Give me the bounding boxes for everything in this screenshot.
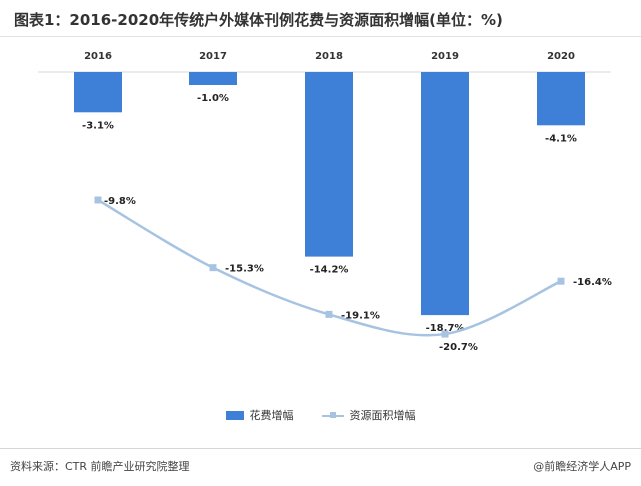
bar-label-2020: -4.1% — [545, 133, 577, 144]
line-point-2016 — [94, 196, 102, 204]
bar-2017 — [189, 72, 237, 85]
line-point-2018 — [325, 310, 333, 318]
chart-legend: 花费增幅 资源面积增幅 — [0, 407, 641, 423]
bar-label-2016: -3.1% — [82, 120, 114, 131]
bar-label-2019: -18.7% — [426, 323, 465, 334]
legend-swatch-line — [321, 411, 344, 420]
bar-2016 — [74, 72, 122, 113]
line-label-2017: -15.3% — [225, 264, 264, 275]
line-label-2019: -20.7% — [439, 342, 478, 353]
legend-item-bar: 花费增幅 — [225, 407, 294, 423]
brand-credit: @前瞻经济学人APP — [533, 460, 631, 473]
footer-divider — [0, 448, 641, 449]
category-label-2017: 2017 — [199, 51, 227, 62]
legend-swatch-bar — [225, 410, 244, 420]
line-label-2020: -16.4% — [573, 277, 612, 288]
chart-plot: 2016 2017 2018 2019 2020 -3.1% -1.0% -14.2% -18.… — [38, 51, 612, 353]
legend-label-bar: 花费增幅 — [249, 409, 294, 422]
line-point-2020 — [557, 277, 565, 285]
bar-label-2018: -14.2% — [310, 265, 349, 276]
line-label-2018: -19.1% — [341, 310, 380, 321]
bar-2019 — [421, 72, 469, 316]
category-label-2016: 2016 — [84, 51, 112, 62]
source-note: 资料来源：CTR 前瞻产业研究院整理 — [10, 460, 190, 473]
category-label-2019: 2019 — [431, 51, 459, 62]
chart-title: 图表1：2016-2020年传统户外媒体刊例花费与资源面积增幅(单位：%) — [14, 11, 503, 29]
category-label-2018: 2018 — [315, 51, 343, 62]
legend-label-line: 资源面积增幅 — [349, 409, 416, 422]
legend-item-line: 资源面积增幅 — [321, 407, 416, 423]
bar-label-2017: -1.0% — [197, 93, 229, 104]
line-point-2017 — [209, 264, 217, 272]
bar-2018 — [305, 72, 353, 257]
line-label-2016: -9.8% — [104, 196, 136, 207]
line-point-2019 — [441, 330, 449, 338]
bar-2020 — [537, 72, 585, 126]
category-label-2020: 2020 — [547, 51, 575, 62]
title-divider — [0, 36, 641, 37]
